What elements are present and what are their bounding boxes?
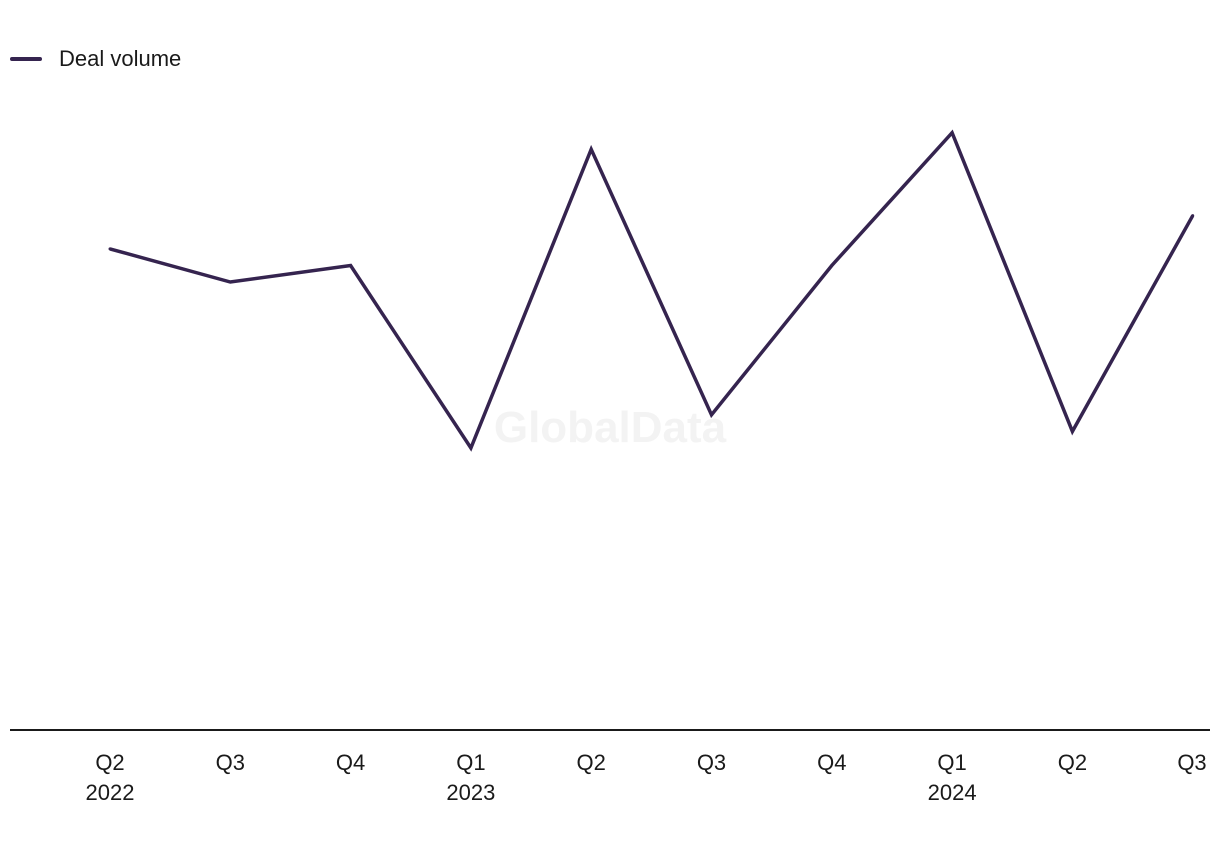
data-point <box>830 263 834 267</box>
legend: Deal volume <box>10 46 181 72</box>
legend-swatch-deal-volume <box>10 57 42 61</box>
data-point <box>228 280 232 284</box>
x-tick-label-quarter: Q4 <box>817 750 846 775</box>
data-point <box>349 263 353 267</box>
legend-label-deal-volume: Deal volume <box>59 46 182 71</box>
x-tick-label-quarter: Q1 <box>937 750 966 775</box>
data-point <box>108 247 112 251</box>
watermark: GlobalData <box>494 403 727 452</box>
data-point <box>1191 214 1195 218</box>
x-tick-label-quarter: Q2 <box>577 750 606 775</box>
x-tick-label-quarter: Q4 <box>336 750 365 775</box>
x-tick-label-quarter: Q2 <box>1058 750 1087 775</box>
data-point <box>1070 429 1074 433</box>
x-tick-label-quarter: Q3 <box>697 750 726 775</box>
x-tick-label-quarter: Q2 <box>95 750 124 775</box>
data-point <box>710 413 713 417</box>
x-tick-label-year: 2023 <box>446 780 495 805</box>
series-layer <box>108 129 1195 452</box>
x-tick-label-year: 2024 <box>928 780 977 805</box>
x-tick-label-quarter: Q3 <box>216 750 245 775</box>
x-tick-label-quarter: Q1 <box>456 750 485 775</box>
data-point <box>469 446 473 450</box>
x-axis: Q2 2022 Q3 Q4 Q1 2023 Q2 Q3 Q4 Q1 2024 Q2 Q3 <box>10 729 1210 805</box>
x-tick-label-quarter: Q3 <box>1177 750 1206 775</box>
data-point <box>589 147 593 151</box>
data-point <box>950 131 954 135</box>
series-line-deal-volume <box>109 129 1195 452</box>
x-tick-label-year: 2022 <box>86 780 135 805</box>
